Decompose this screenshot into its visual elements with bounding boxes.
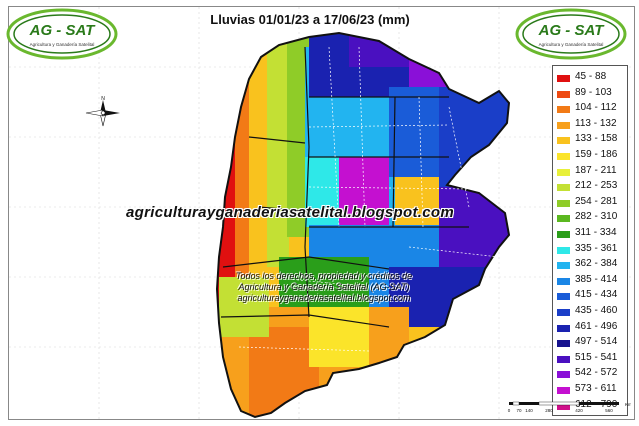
legend-item: 282 - 310 [557, 210, 625, 226]
legend-swatch [557, 231, 570, 238]
logo-right-subtitle: Agricultura y Ganadería Satelital [539, 42, 604, 47]
legend-label: 435 - 460 [575, 305, 618, 316]
legend-label: 187 - 211 [575, 164, 617, 176]
legend-label: 89 - 103 [575, 86, 612, 98]
legend-item: 415 - 434 [557, 288, 625, 304]
legend-label: 461 - 496 [575, 320, 618, 332]
legend-item: 515 - 541 [557, 351, 625, 367]
legend-item: 362 - 384 [557, 257, 625, 273]
legend-item: 104 - 112 [557, 101, 625, 117]
legend-label: 335 - 361 [575, 242, 618, 254]
legend-item: 113 - 132 [557, 117, 625, 133]
legend-label: 362 - 384 [575, 258, 618, 270]
map-title: Lluvias 01/01/23 a 17/06/23 (mm) [210, 12, 410, 27]
country-outline [215, 31, 511, 419]
scale-tick-label: 70 [516, 408, 522, 413]
legend-label: 254 - 281 [575, 195, 618, 207]
legend-item: 542 - 572 [557, 366, 625, 382]
scale-tick-label: 140 [525, 408, 533, 413]
scale-unit: Km [625, 402, 631, 407]
legend-swatch [557, 371, 570, 379]
legend-label: 113 - 132 [575, 117, 617, 129]
legend-swatch [557, 215, 570, 223]
department-borders [238, 46, 500, 352]
legend-item: 159 - 186 [557, 148, 625, 164]
legend-label: 212 - 253 [575, 180, 618, 192]
legend-item: 187 - 211 [557, 164, 625, 180]
legend-swatch [557, 153, 570, 160]
legend-item: 573 - 611 [557, 382, 625, 398]
legend-item: 212 - 253 [557, 179, 625, 195]
legend-swatch [557, 309, 570, 316]
legend-label: 497 - 514 [575, 336, 618, 348]
legend-swatch [557, 184, 570, 192]
scale-tick-label: 0 [508, 408, 511, 413]
legend-swatch [557, 387, 570, 394]
legend-swatch [557, 199, 570, 207]
legend-swatch [557, 90, 570, 98]
rainfall-map [9, 7, 634, 419]
copyright-line: Todos los derechos, propiedad y créditos… [235, 271, 413, 281]
legend-label: 385 - 414 [575, 273, 618, 285]
legend-swatch [557, 168, 570, 176]
legend-swatch [557, 277, 570, 285]
legend-item: 435 - 460 [557, 304, 625, 320]
legend-swatch [557, 106, 570, 114]
blog-url-watermark: agriculturayganaderiasatelital.blogspot.… [126, 204, 454, 221]
logo-right-text: AG - SAT [538, 22, 606, 39]
legend-label: 159 - 186 [575, 149, 618, 160]
map-area [8, 6, 635, 420]
legend-item: 133 - 158 [557, 132, 625, 148]
legend-swatch [557, 402, 570, 410]
legend-swatch [557, 355, 570, 363]
legend-swatch [557, 262, 570, 270]
legend-label: 573 - 611 [575, 383, 617, 394]
legend-label: 311 - 334 [575, 227, 617, 238]
legend-item: 254 - 281 [557, 195, 625, 211]
legend-swatch [557, 324, 570, 332]
logo-left-subtitle: Agricultura y Ganadería Satelital [30, 42, 95, 47]
legend-item: 45 - 88 [557, 70, 625, 86]
logo-left-text: AG - SAT [29, 22, 97, 39]
legend: 45 - 88 89 - 103 104 - 112 113 - 132 133 - 1… [552, 65, 628, 416]
legend-swatch [557, 246, 570, 254]
legend-item: 385 - 414 [557, 273, 625, 289]
legend-swatch [557, 293, 570, 301]
scale-tick-label: 420 [575, 408, 583, 413]
scale-tick-label: 560 [605, 408, 613, 413]
legend-swatch [557, 340, 570, 348]
copyright-line: Agricultura y Ganadería Satelital (AG-SA… [238, 282, 410, 292]
scale-ticks: 0 70 140 280 420 560 [508, 408, 614, 413]
copyright-line: agriculturayganaderiasatelital.blogspot.… [237, 293, 411, 303]
legend-label: 415 - 434 [575, 289, 618, 301]
legend-item: 461 - 496 [557, 320, 625, 336]
compass-north-label: N [101, 96, 105, 102]
scale-tick-label: 280 [545, 408, 553, 413]
legend-label: 542 - 572 [575, 367, 618, 379]
compass-icon: N [85, 96, 120, 127]
copyright-notice: Todos los derechos, propiedad y créditos… [204, 271, 444, 304]
legend-item: 311 - 334 [557, 226, 625, 242]
legend-label: 282 - 310 [575, 211, 618, 223]
legend-item: 89 - 103 [557, 86, 625, 102]
agsat-logo-right: AG - SAT Agricultura y Ganadería Satelit… [515, 8, 627, 60]
legend-item: 335 - 361 [557, 242, 625, 258]
legend-label: 515 - 541 [575, 351, 618, 363]
province-borders [220, 46, 469, 328]
agsat-logo-left: AG - SAT Agricultura y Ganadería Satelit… [6, 8, 118, 60]
rainfall-bands [217, 33, 509, 417]
legend-swatch [557, 75, 570, 82]
legend-label: 133 - 158 [575, 133, 618, 145]
legend-item: 497 - 514 [557, 335, 625, 351]
legend-swatch [557, 137, 570, 145]
legend-swatch [557, 121, 570, 129]
legend-label: 104 - 112 [575, 102, 617, 114]
legend-label: 45 - 88 [575, 71, 607, 82]
scale-bar: 0 70 140 280 420 560 Km [508, 401, 631, 413]
